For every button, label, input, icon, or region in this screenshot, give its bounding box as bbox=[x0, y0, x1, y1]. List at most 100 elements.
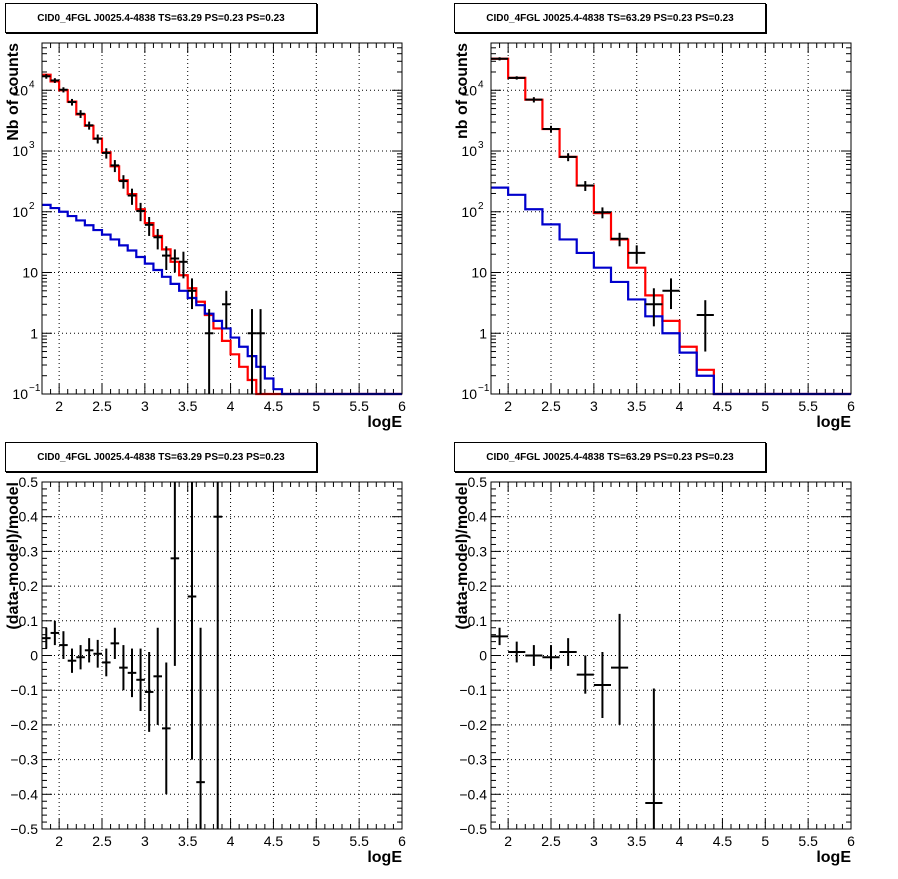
y-tick-label: −0.1 bbox=[10, 682, 38, 698]
plot-frame bbox=[490, 481, 852, 830]
x-tick-label: 5.5 bbox=[798, 398, 818, 414]
x-tick-label: 2.5 bbox=[92, 398, 112, 414]
x-axis-label: logE bbox=[816, 849, 851, 866]
pad-top-left: CID0_4FGL J0025.4-4838 TS=63.29 PS=0.23 … bbox=[0, 0, 449, 437]
x-tick-label: 2 bbox=[55, 398, 63, 414]
y-tick-label: 10 bbox=[12, 143, 28, 159]
y-axis-label: Nb of counts bbox=[5, 43, 22, 141]
x-axis-label: logE bbox=[367, 414, 402, 431]
x-tick-label: 5 bbox=[761, 833, 769, 849]
residual-plot-coarse-bins: 2 2.5 3 3.5 4 4.5 5 5.5 6 −0.5 −0.4 −0.3 −0.2 −0.1 0 0.… bbox=[454, 474, 855, 866]
pad-top-right: CID0_4FGL J0025.4-4838 TS=63.29 PS=0.23 … bbox=[449, 0, 898, 437]
y-tick-label-exponent: 2 bbox=[478, 201, 484, 212]
y-tick-label: −0.4 bbox=[10, 786, 38, 802]
y-tick-label: 0.4 bbox=[468, 509, 488, 525]
y-tick-label-exponent: 3 bbox=[478, 140, 484, 151]
y-tick-label: 10 bbox=[461, 204, 477, 220]
plot-frame bbox=[41, 481, 403, 830]
chart-title: CID0_4FGL J0025.4-4838 TS=63.29 PS=0.23 … bbox=[454, 3, 766, 33]
y-tick-label-exponent: 3 bbox=[29, 140, 35, 151]
y-tick-label: 0.3 bbox=[19, 543, 39, 559]
x-tick-label: 3 bbox=[590, 833, 598, 849]
x-tick-label: 4 bbox=[676, 398, 684, 414]
plot-frame bbox=[41, 42, 403, 395]
y-axis-label: (data-model)/model bbox=[454, 482, 471, 630]
y-tick-label: 10 bbox=[461, 143, 477, 159]
y-tick-label: 0.3 bbox=[468, 543, 488, 559]
y-tick-label: 10 bbox=[461, 82, 477, 98]
chart-title: CID0_4FGL J0025.4-4838 TS=63.29 PS=0.23 … bbox=[5, 3, 317, 33]
y-tick-label: 0.2 bbox=[468, 578, 488, 594]
x-axis-label: logE bbox=[367, 849, 402, 866]
x-tick-label: 5 bbox=[312, 398, 320, 414]
x-tick-label: 3.5 bbox=[178, 833, 198, 849]
y-tick-label: 0 bbox=[30, 648, 38, 664]
x-tick-label: 3.5 bbox=[627, 833, 647, 849]
y-tick-label: −0.4 bbox=[459, 786, 487, 802]
plot-frame bbox=[490, 42, 852, 395]
y-tick-label-exponent: 2 bbox=[29, 201, 35, 212]
x-tick-label: 3 bbox=[141, 833, 149, 849]
y-axis-label: nb of counts bbox=[454, 43, 471, 139]
y-tick-label: −0.2 bbox=[459, 717, 487, 733]
y-tick-label: 10 bbox=[12, 204, 28, 220]
x-tick-label: 4 bbox=[227, 833, 235, 849]
y-tick-label: −0.3 bbox=[459, 752, 487, 768]
total-model-histogram bbox=[491, 57, 851, 396]
x-tick-label: 4.5 bbox=[713, 398, 733, 414]
y-tick-label-exponent: −1 bbox=[478, 383, 490, 394]
y-tick-label: 10 bbox=[461, 386, 477, 402]
x-tick-label: 2.5 bbox=[541, 398, 561, 414]
y-tick-label: 1 bbox=[30, 325, 38, 341]
y-tick-label: 10 bbox=[22, 265, 38, 281]
y-tick-label: −0.2 bbox=[10, 717, 38, 733]
x-tick-label: 2 bbox=[55, 833, 63, 849]
y-tick-label-exponent: 4 bbox=[478, 79, 484, 90]
x-tick-label: 6 bbox=[398, 833, 406, 849]
y-tick-label: −0.3 bbox=[10, 752, 38, 768]
y-tick-label: 10 bbox=[12, 386, 28, 402]
y-tick-label: 10 bbox=[471, 265, 487, 281]
y-tick-label: 0.5 bbox=[19, 474, 39, 490]
y-tick-label: 0.1 bbox=[19, 613, 39, 629]
x-tick-label: 2 bbox=[504, 398, 512, 414]
x-tick-label: 5 bbox=[312, 833, 320, 849]
total-model-histogram bbox=[42, 73, 402, 396]
x-axis-label: logE bbox=[816, 414, 851, 431]
y-tick-label: 1 bbox=[479, 325, 487, 341]
y-tick-label: 0 bbox=[479, 648, 487, 664]
pad-bottom-right: CID0_4FGL J0025.4-4838 TS=63.29 PS=0.23 … bbox=[449, 437, 898, 874]
pad-bottom-left: CID0_4FGL J0025.4-4838 TS=63.29 PS=0.23 … bbox=[0, 437, 449, 874]
x-tick-label: 5.5 bbox=[349, 398, 369, 414]
residual-plot-fine-bins: 2 2.5 3 3.5 4 4.5 5 5.5 6 −0.5 −0.4 −0.3 −0.2 −0.1 0 0.… bbox=[5, 474, 406, 866]
x-tick-label: 2.5 bbox=[92, 833, 112, 849]
x-tick-label: 3.5 bbox=[627, 398, 647, 414]
y-tick-label: 0.1 bbox=[468, 613, 488, 629]
y-tick-label: −0.1 bbox=[459, 682, 487, 698]
source-model-histogram bbox=[42, 203, 402, 396]
x-tick-label: 4 bbox=[676, 833, 684, 849]
y-tick-label: 0.2 bbox=[19, 578, 39, 594]
x-tick-label: 4.5 bbox=[713, 833, 733, 849]
x-tick-label: 3 bbox=[141, 398, 149, 414]
y-tick-label: 0.5 bbox=[468, 474, 488, 490]
x-tick-label: 4 bbox=[227, 398, 235, 414]
x-tick-label: 3 bbox=[590, 398, 598, 414]
x-tick-label: 3.5 bbox=[178, 398, 198, 414]
x-tick-label: 2.5 bbox=[541, 833, 561, 849]
y-tick-label: −0.5 bbox=[10, 821, 38, 837]
x-tick-label: 6 bbox=[847, 398, 855, 414]
x-tick-label: 4.5 bbox=[264, 398, 284, 414]
chart-title: CID0_4FGL J0025.4-4838 TS=63.29 PS=0.23 … bbox=[454, 442, 766, 472]
x-tick-label: 5 bbox=[761, 398, 769, 414]
y-axis-label: (data-model)/model bbox=[5, 482, 22, 630]
chart-title: CID0_4FGL J0025.4-4838 TS=63.29 PS=0.23 … bbox=[5, 442, 317, 472]
y-tick-label-exponent: −1 bbox=[29, 383, 41, 394]
x-tick-label: 6 bbox=[847, 833, 855, 849]
y-tick-label: 10 bbox=[12, 82, 28, 98]
x-tick-label: 5.5 bbox=[349, 833, 369, 849]
x-tick-label: 6 bbox=[398, 398, 406, 414]
